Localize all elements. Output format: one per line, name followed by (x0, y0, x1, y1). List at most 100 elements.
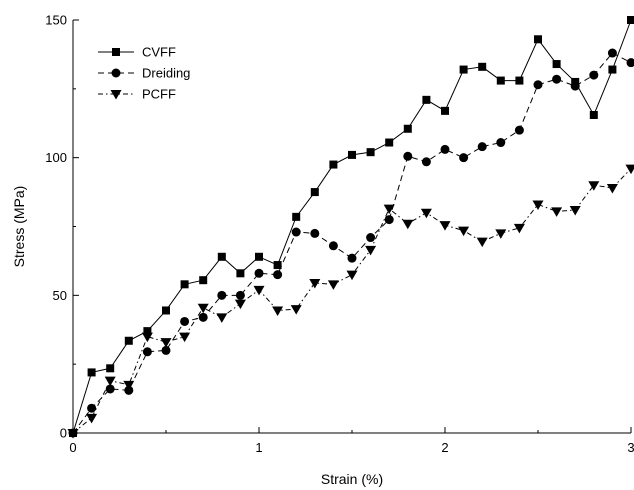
y-tick-label: 150 (45, 13, 67, 28)
data-point-dreiding (403, 151, 413, 161)
data-point-pcff (420, 208, 432, 219)
legend-item-cvff: CVFF (98, 45, 176, 60)
data-point-cvff (310, 188, 319, 197)
data-point-cvff (496, 76, 505, 85)
series-layer (67, 16, 634, 439)
data-point-pcff (179, 332, 191, 343)
data-point-cvff (478, 62, 487, 71)
data-point-dreiding (533, 80, 543, 90)
data-point-cvff (255, 252, 263, 261)
data-point-cvff (441, 106, 449, 115)
data-point-cvff (180, 280, 189, 289)
data-point-cvff (459, 65, 468, 74)
data-point-cvff (627, 16, 634, 24)
data-point-pcff (123, 380, 135, 391)
legend-item-pcff: PCFF (98, 87, 176, 102)
data-point-dreiding (235, 290, 245, 300)
legend-label: PCFF (142, 87, 176, 102)
data-point-cvff (273, 261, 282, 270)
data-point-pcff (383, 204, 395, 215)
data-point-dreiding (384, 215, 394, 225)
data-point-dreiding (552, 74, 562, 84)
legend-marker (112, 48, 120, 56)
data-point-cvff (385, 138, 394, 147)
data-point-cvff (292, 212, 301, 221)
data-point-dreiding (570, 81, 580, 91)
data-point-cvff (422, 95, 431, 104)
data-point-dreiding (459, 153, 469, 163)
data-point-dreiding (198, 312, 208, 322)
data-point-cvff (329, 160, 338, 169)
data-point-pcff (160, 338, 172, 348)
legend-marker (111, 68, 121, 78)
x-axis-title: Strain (%) (321, 471, 383, 487)
data-point-pcff (532, 200, 544, 210)
data-point-dreiding (87, 403, 97, 413)
data-point-dreiding (626, 58, 634, 68)
legend-marker (110, 90, 122, 100)
series-line-cvff (72, 19, 632, 434)
data-point-pcff (439, 221, 451, 231)
data-point-dreiding (217, 290, 227, 300)
data-point-cvff (143, 327, 152, 336)
data-point-dreiding (105, 384, 115, 394)
data-point-dreiding (273, 270, 283, 280)
data-point-dreiding (310, 228, 320, 238)
data-point-cvff (124, 336, 133, 345)
data-point-cvff (534, 35, 542, 44)
data-point-cvff (217, 252, 226, 261)
data-point-dreiding (142, 347, 152, 357)
data-point-cvff (236, 269, 245, 278)
data-point-pcff (234, 299, 246, 310)
data-point-pcff (290, 305, 302, 315)
data-point-pcff (104, 376, 116, 387)
data-point-cvff (366, 148, 375, 157)
data-point-pcff (346, 270, 358, 281)
data-point-pcff (606, 183, 618, 194)
data-point-pcff (309, 278, 321, 289)
series-dreiding (68, 48, 634, 438)
data-point-pcff (402, 219, 414, 230)
data-point-cvff (348, 150, 356, 159)
data-point-pcff (253, 285, 265, 296)
data-point-pcff (86, 413, 98, 424)
y-tick-label: 0 (60, 426, 67, 441)
legend-label: CVFF (142, 45, 176, 60)
data-point-cvff (608, 65, 617, 74)
data-point-cvff (106, 364, 115, 373)
data-point-pcff (67, 429, 79, 439)
series-pcff (67, 164, 634, 439)
series-line-dreiding (72, 52, 632, 434)
legend-label: Dreiding (142, 66, 190, 81)
data-point-dreiding (514, 125, 524, 135)
data-point-pcff (569, 205, 581, 216)
data-point-cvff (199, 276, 208, 285)
legend-item-dreiding: Dreiding (98, 66, 190, 81)
data-point-dreiding (347, 253, 357, 263)
data-point-dreiding (254, 268, 264, 278)
data-point-cvff (87, 368, 96, 377)
data-point-pcff (197, 303, 209, 314)
x-tick-label: 0 (69, 440, 76, 455)
data-point-dreiding (607, 48, 617, 58)
data-point-cvff (403, 124, 412, 133)
data-point-pcff (327, 280, 339, 290)
legend: CVFF Dreiding PCFF (98, 45, 190, 102)
data-point-dreiding (124, 385, 134, 395)
data-point-dreiding (589, 70, 599, 80)
data-point-pcff (625, 164, 634, 175)
data-point-dreiding (366, 233, 376, 243)
data-point-dreiding (496, 138, 506, 148)
data-point-pcff (216, 313, 228, 323)
x-tick-label: 3 (627, 440, 634, 455)
data-point-dreiding (180, 316, 190, 326)
data-point-pcff (495, 229, 507, 239)
data-point-dreiding (328, 241, 338, 251)
data-point-pcff (513, 223, 525, 234)
data-point-pcff (551, 207, 563, 217)
y-axis: 0 50 100 150 (45, 13, 79, 441)
data-point-dreiding (440, 144, 450, 154)
data-point-cvff (552, 60, 561, 69)
data-point-cvff (589, 110, 598, 119)
data-point-cvff (162, 306, 170, 315)
